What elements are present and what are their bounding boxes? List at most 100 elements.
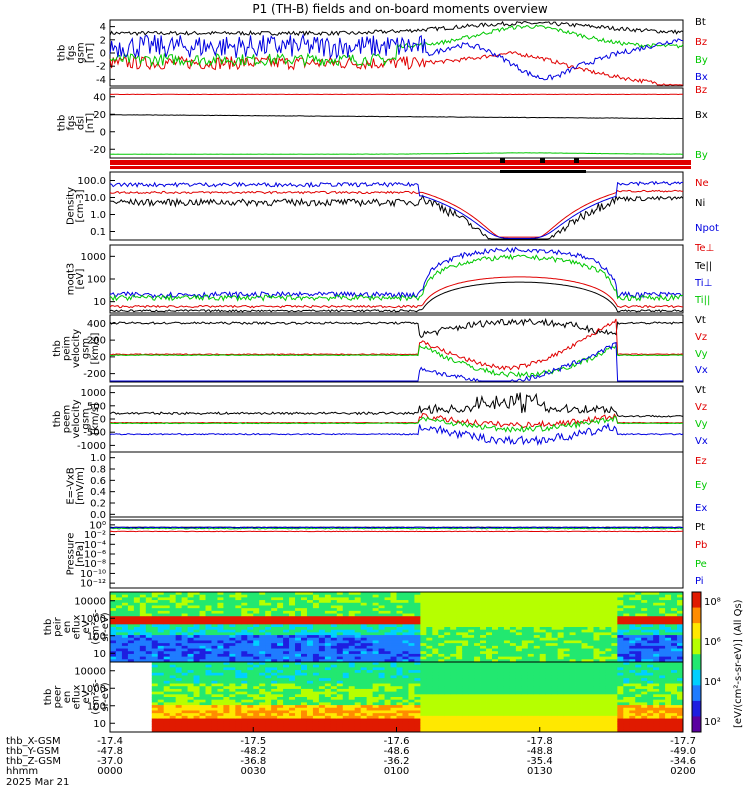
y-axis-label-line: [km/s] [90, 403, 101, 435]
colorbar-swatch [692, 654, 701, 670]
x-tick-label: 0100 [384, 766, 409, 777]
y-axis-label-line: [nPa] [75, 541, 86, 567]
panel-frame [110, 172, 683, 240]
legend-bz: Bz [695, 85, 707, 96]
x-row-label: hhmm [6, 766, 38, 777]
quality-flag-bar [110, 160, 691, 165]
legend-ex: Ex [695, 503, 707, 514]
colorbar-tick-label: 10⁸ [704, 597, 721, 608]
y-tick-label: 100 [87, 275, 106, 286]
x-tick-label: 0030 [241, 766, 266, 777]
x-tick-label: 0130 [527, 766, 552, 777]
y-axis-label: thbpeirenefluxeV(cm²-s-sr-eV) [43, 609, 111, 645]
colorbar-swatch [692, 685, 701, 701]
legend-by: By [695, 55, 708, 66]
quality-flag-mark [500, 158, 505, 163]
series-line-vt [110, 393, 683, 417]
series-line-ti⊥ [110, 248, 683, 298]
legend-npot: Npot [695, 223, 719, 234]
series-line-by [110, 25, 683, 65]
panel-pressure: 10⁰10⁻²10⁻⁴10⁻⁶10⁻⁸10⁻¹⁰10⁻¹²Pressure[nP… [66, 520, 708, 590]
y-tick-label: -2 [96, 62, 106, 73]
y-axis-label: thbpeemvelocitygsm[km/s] [52, 399, 101, 438]
quality-flag-mark [500, 170, 586, 173]
quality-flag-mark [540, 158, 545, 163]
y-tick-label: 2 [100, 35, 106, 46]
legend-vt: Vt [695, 385, 706, 396]
colorbar-label: [eV/(cm²-s-sr-eV)] (All Qs) [733, 599, 744, 728]
y-axis-label: moqt3[eV] [66, 263, 87, 296]
y-tick-label: 0 [100, 49, 106, 60]
colorbar-tick-label: 10² [704, 717, 721, 728]
y-tick-label: 0 [100, 127, 106, 138]
legend-pt: Pt [695, 522, 705, 533]
colorbar-swatch [692, 623, 701, 639]
panel-frame [110, 452, 683, 520]
colorbar-swatch [692, 701, 701, 717]
x-axis: thb_X-GSM-17.4-17.5-17.6-17.8-17.7thb_Y-… [6, 727, 696, 788]
x-tick-label: 0200 [670, 766, 695, 777]
y-tick-label: 0.6 [90, 476, 106, 487]
colorbar-swatch [692, 608, 701, 624]
series-line-by [110, 153, 683, 155]
y-tick-label: 10 [93, 719, 106, 730]
y-tick-label: 1.0 [90, 210, 106, 221]
panel-frame [110, 245, 683, 313]
quality-flag-mark [574, 158, 579, 163]
panel-peem_velocity: 10005000-500-1000thbpeemvelocitygsm[km/s… [52, 385, 708, 452]
y-tick-label: 0.1 [90, 227, 106, 238]
y-axis-label-line: sr-eV) [100, 612, 111, 641]
y-axis-label: thbpeimvelocitygsm[km/s] [52, 329, 101, 368]
y-tick-label: 10.0 [84, 193, 106, 204]
y-tick-label: 0.2 [90, 499, 106, 510]
y-tick-label: 0.8 [90, 465, 106, 476]
y-axis-label-line: [km/s] [90, 332, 101, 364]
colorbar-swatch [692, 716, 701, 732]
legend-by: By [695, 150, 708, 161]
legend-pe: Pe [695, 559, 707, 570]
colorbar-swatch [692, 592, 701, 608]
legend-bx: Bx [695, 110, 708, 121]
y-tick-label: 10000 [74, 596, 106, 607]
y-axis-label: thbfgsdsl[nT] [57, 113, 97, 133]
y-axis-label: thbfgsgsm[nT] [57, 42, 97, 63]
y-axis-label-line: [mV/m] [75, 467, 86, 505]
quality-flag-bar [110, 166, 691, 169]
legend-vt: Vt [695, 315, 706, 326]
y-tick-label: 10000 [74, 666, 106, 677]
plot-title: P1 (TH-B) fields and on-board moments ov… [252, 2, 548, 16]
y-tick-label: -200 [83, 369, 106, 380]
series-line-vx [110, 343, 683, 381]
y-tick-label: 1000 [81, 388, 106, 399]
y-tick-label: 4 [100, 22, 106, 33]
y-tick-label: -4 [96, 75, 106, 86]
y-tick-label: 10⁻¹² [80, 579, 106, 590]
y-tick-label: 1.0 [90, 453, 106, 464]
y-tick-label: -20 [90, 145, 106, 156]
legend-vy: Vy [695, 349, 708, 360]
y-tick-label: 100.0 [77, 176, 106, 187]
legend-ni: Ni [695, 198, 705, 209]
y-tick-label: 0.0 [90, 510, 106, 521]
legend-ey: Ey [695, 480, 707, 491]
series-line-bx [110, 115, 683, 119]
y-axis-label-line: [nT] [85, 43, 96, 63]
panel-frame [110, 315, 683, 382]
y-axis-label: E=-VxB[mV/m] [66, 467, 87, 505]
legend-vx: Vx [695, 436, 708, 447]
y-axis-label-line: [nT] [85, 113, 96, 133]
series-line-ni [110, 196, 683, 239]
colorbar-swatch [692, 670, 701, 686]
y-axis-label-line: [eV] [75, 269, 86, 290]
legend-vz: Vz [695, 402, 707, 413]
legend-vx: Vx [695, 365, 708, 376]
y-axis-label: Density[cm-3] [66, 187, 87, 225]
legend-vz: Vz [695, 332, 707, 343]
panel-frame [110, 88, 683, 158]
panel-frame [110, 520, 683, 588]
